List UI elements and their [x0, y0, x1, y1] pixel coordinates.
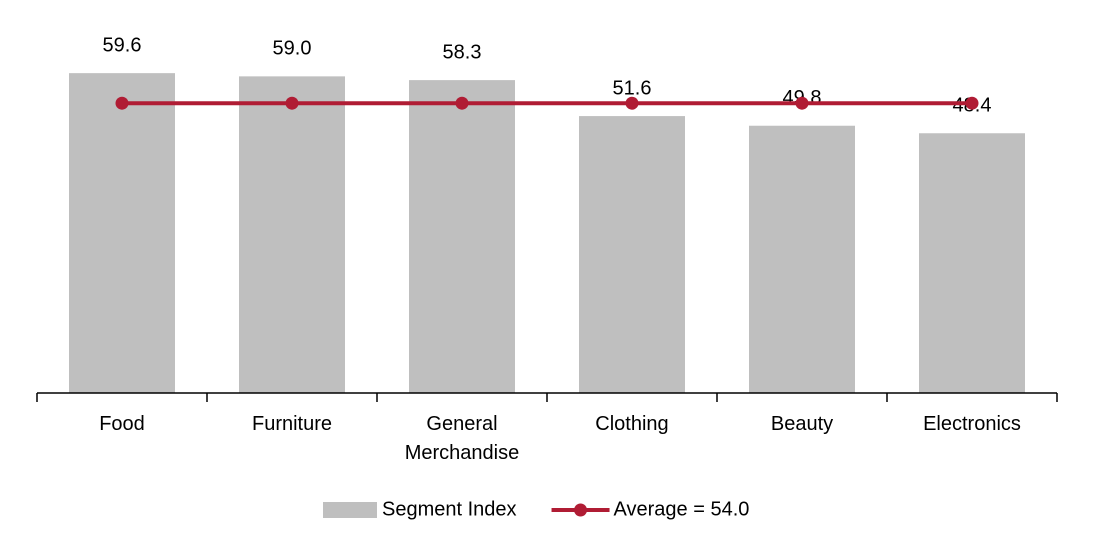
line-marker: [285, 96, 299, 110]
x-tick-label: Clothing: [595, 413, 669, 435]
line-marker: [115, 96, 129, 110]
bar: [749, 125, 855, 394]
bar: [409, 80, 515, 393]
x-tick-label: Electronics: [923, 413, 1021, 435]
x-tick-label: Food: [99, 413, 145, 435]
line-marker: [455, 96, 469, 110]
bar: [919, 133, 1025, 393]
x-tick-label: Beauty: [770, 413, 834, 435]
line-marker: [795, 96, 809, 110]
line-marker: [625, 96, 639, 110]
data-label: 59.6: [103, 34, 142, 56]
legend-marker: [574, 503, 588, 517]
legend-label: Segment Index: [382, 498, 517, 520]
data-label: 51.6: [613, 77, 652, 99]
x-tick-label: Furniture: [251, 413, 333, 435]
legend-label: Average = 54.0: [614, 498, 750, 520]
data-label: 59.0: [273, 38, 312, 60]
bar: [579, 116, 685, 393]
x-tick-label: General Merchandise: [404, 413, 520, 464]
line-marker: [965, 96, 979, 110]
legend-swatch: [323, 502, 377, 518]
bar: [69, 73, 175, 393]
bar: [239, 76, 345, 393]
data-label: 58.3: [443, 41, 482, 63]
